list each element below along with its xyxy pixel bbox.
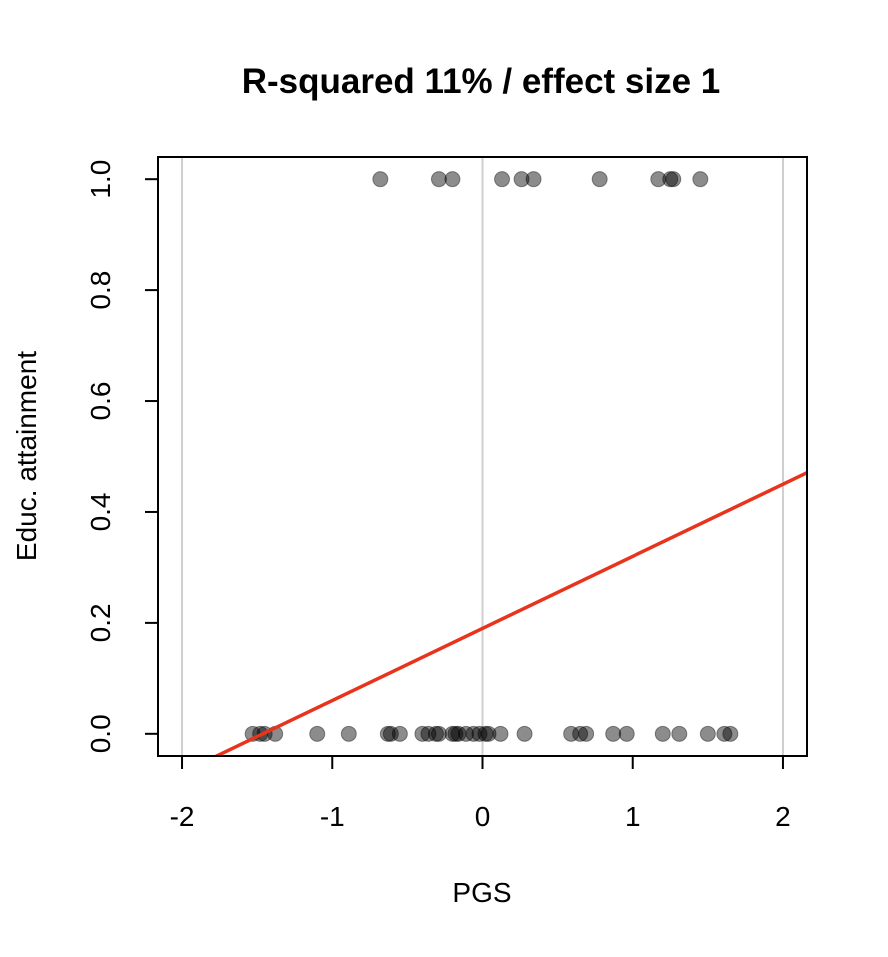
chart-title: R-squared 11% / effect size 1 [242,62,721,101]
y-tick-label: 0.0 [85,714,116,753]
data-point [372,171,389,188]
data-point [427,725,444,742]
y-axis: 0.0 0.2 0.4 0.6 0.8 1.0 [85,160,159,753]
data-point [444,171,461,188]
data-point [516,725,533,742]
data-point [382,725,399,742]
data-point [420,725,437,742]
data-point [716,725,733,742]
data-point [430,171,447,188]
data-point [699,725,716,742]
data-point [572,725,589,742]
data-point [492,725,509,742]
data-point [480,725,497,742]
gridlines [181,157,784,756]
data-point [450,725,467,742]
data-point [671,725,688,742]
data-point [692,171,709,188]
data-point [340,725,357,742]
data-point [650,171,667,188]
data-point [722,725,739,742]
y-axis-label: Educ. attainment [11,351,42,561]
regression-line-layer [212,470,807,756]
data-point [309,725,326,742]
y-tick-label: 0.6 [85,382,116,421]
x-tick-label: -1 [320,801,345,832]
data-point [447,725,464,742]
data-point [591,171,608,188]
x-axis: -2 -1 0 1 2 [170,755,791,832]
x-tick-label: 2 [775,801,791,832]
y-tick-label: 0.2 [85,603,116,642]
data-point [477,725,494,742]
data-point [494,171,511,188]
data-point [525,171,542,188]
data-point [563,725,580,742]
regression-line [212,470,807,756]
y-tick-label: 0.8 [85,271,116,310]
x-axis-label: PGS [452,877,511,908]
data-point [513,171,530,188]
x-tick-label: -2 [170,801,195,832]
data-point [457,725,474,742]
data-point [430,725,447,742]
data-point [662,171,679,188]
data-point [665,171,682,188]
y-tick-label: 1.0 [85,160,116,199]
data-point [379,725,396,742]
data-points [244,171,739,742]
y-tick-label: 0.4 [85,492,116,531]
x-tick-label: 0 [475,801,491,832]
x-tick-label: 1 [625,801,641,832]
data-point [465,725,482,742]
data-point [618,725,635,742]
data-point [471,725,488,742]
data-point [654,725,671,742]
data-point [391,725,408,742]
data-point [578,725,595,742]
data-point [605,725,622,742]
data-point [414,725,431,742]
data-point [444,725,461,742]
